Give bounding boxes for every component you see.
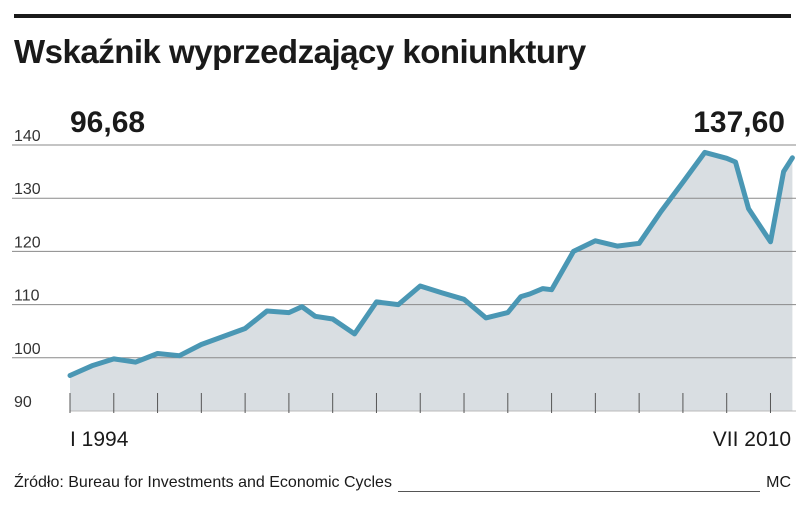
series-line [67, 149, 795, 378]
footer: Źródło: Bureau for Investments and Econo… [14, 474, 791, 500]
top-rule [14, 14, 791, 18]
y-tick-label: 110 [14, 288, 40, 305]
chart-title: Wskaźnik wyprzedzający koniunktury [14, 33, 586, 70]
end-value-label: 137,60 [693, 106, 785, 139]
source-note: Źródło: Bureau for Investments and Econo… [14, 474, 398, 492]
y-tick-label: 120 [14, 234, 41, 251]
y-tick-label: 100 [14, 341, 41, 358]
start-value-label: 96,68 [70, 106, 146, 139]
y-tick-label: 90 [14, 394, 32, 411]
area-fill [70, 152, 793, 411]
author-credit: MC [760, 474, 791, 492]
x-start-label: I 1994 [70, 428, 129, 451]
x-end-label: VII 2010 [712, 428, 791, 451]
y-tick-label: 130 [14, 181, 41, 198]
footer-rule [14, 491, 791, 492]
y-tick-label: 140 [14, 128, 41, 145]
